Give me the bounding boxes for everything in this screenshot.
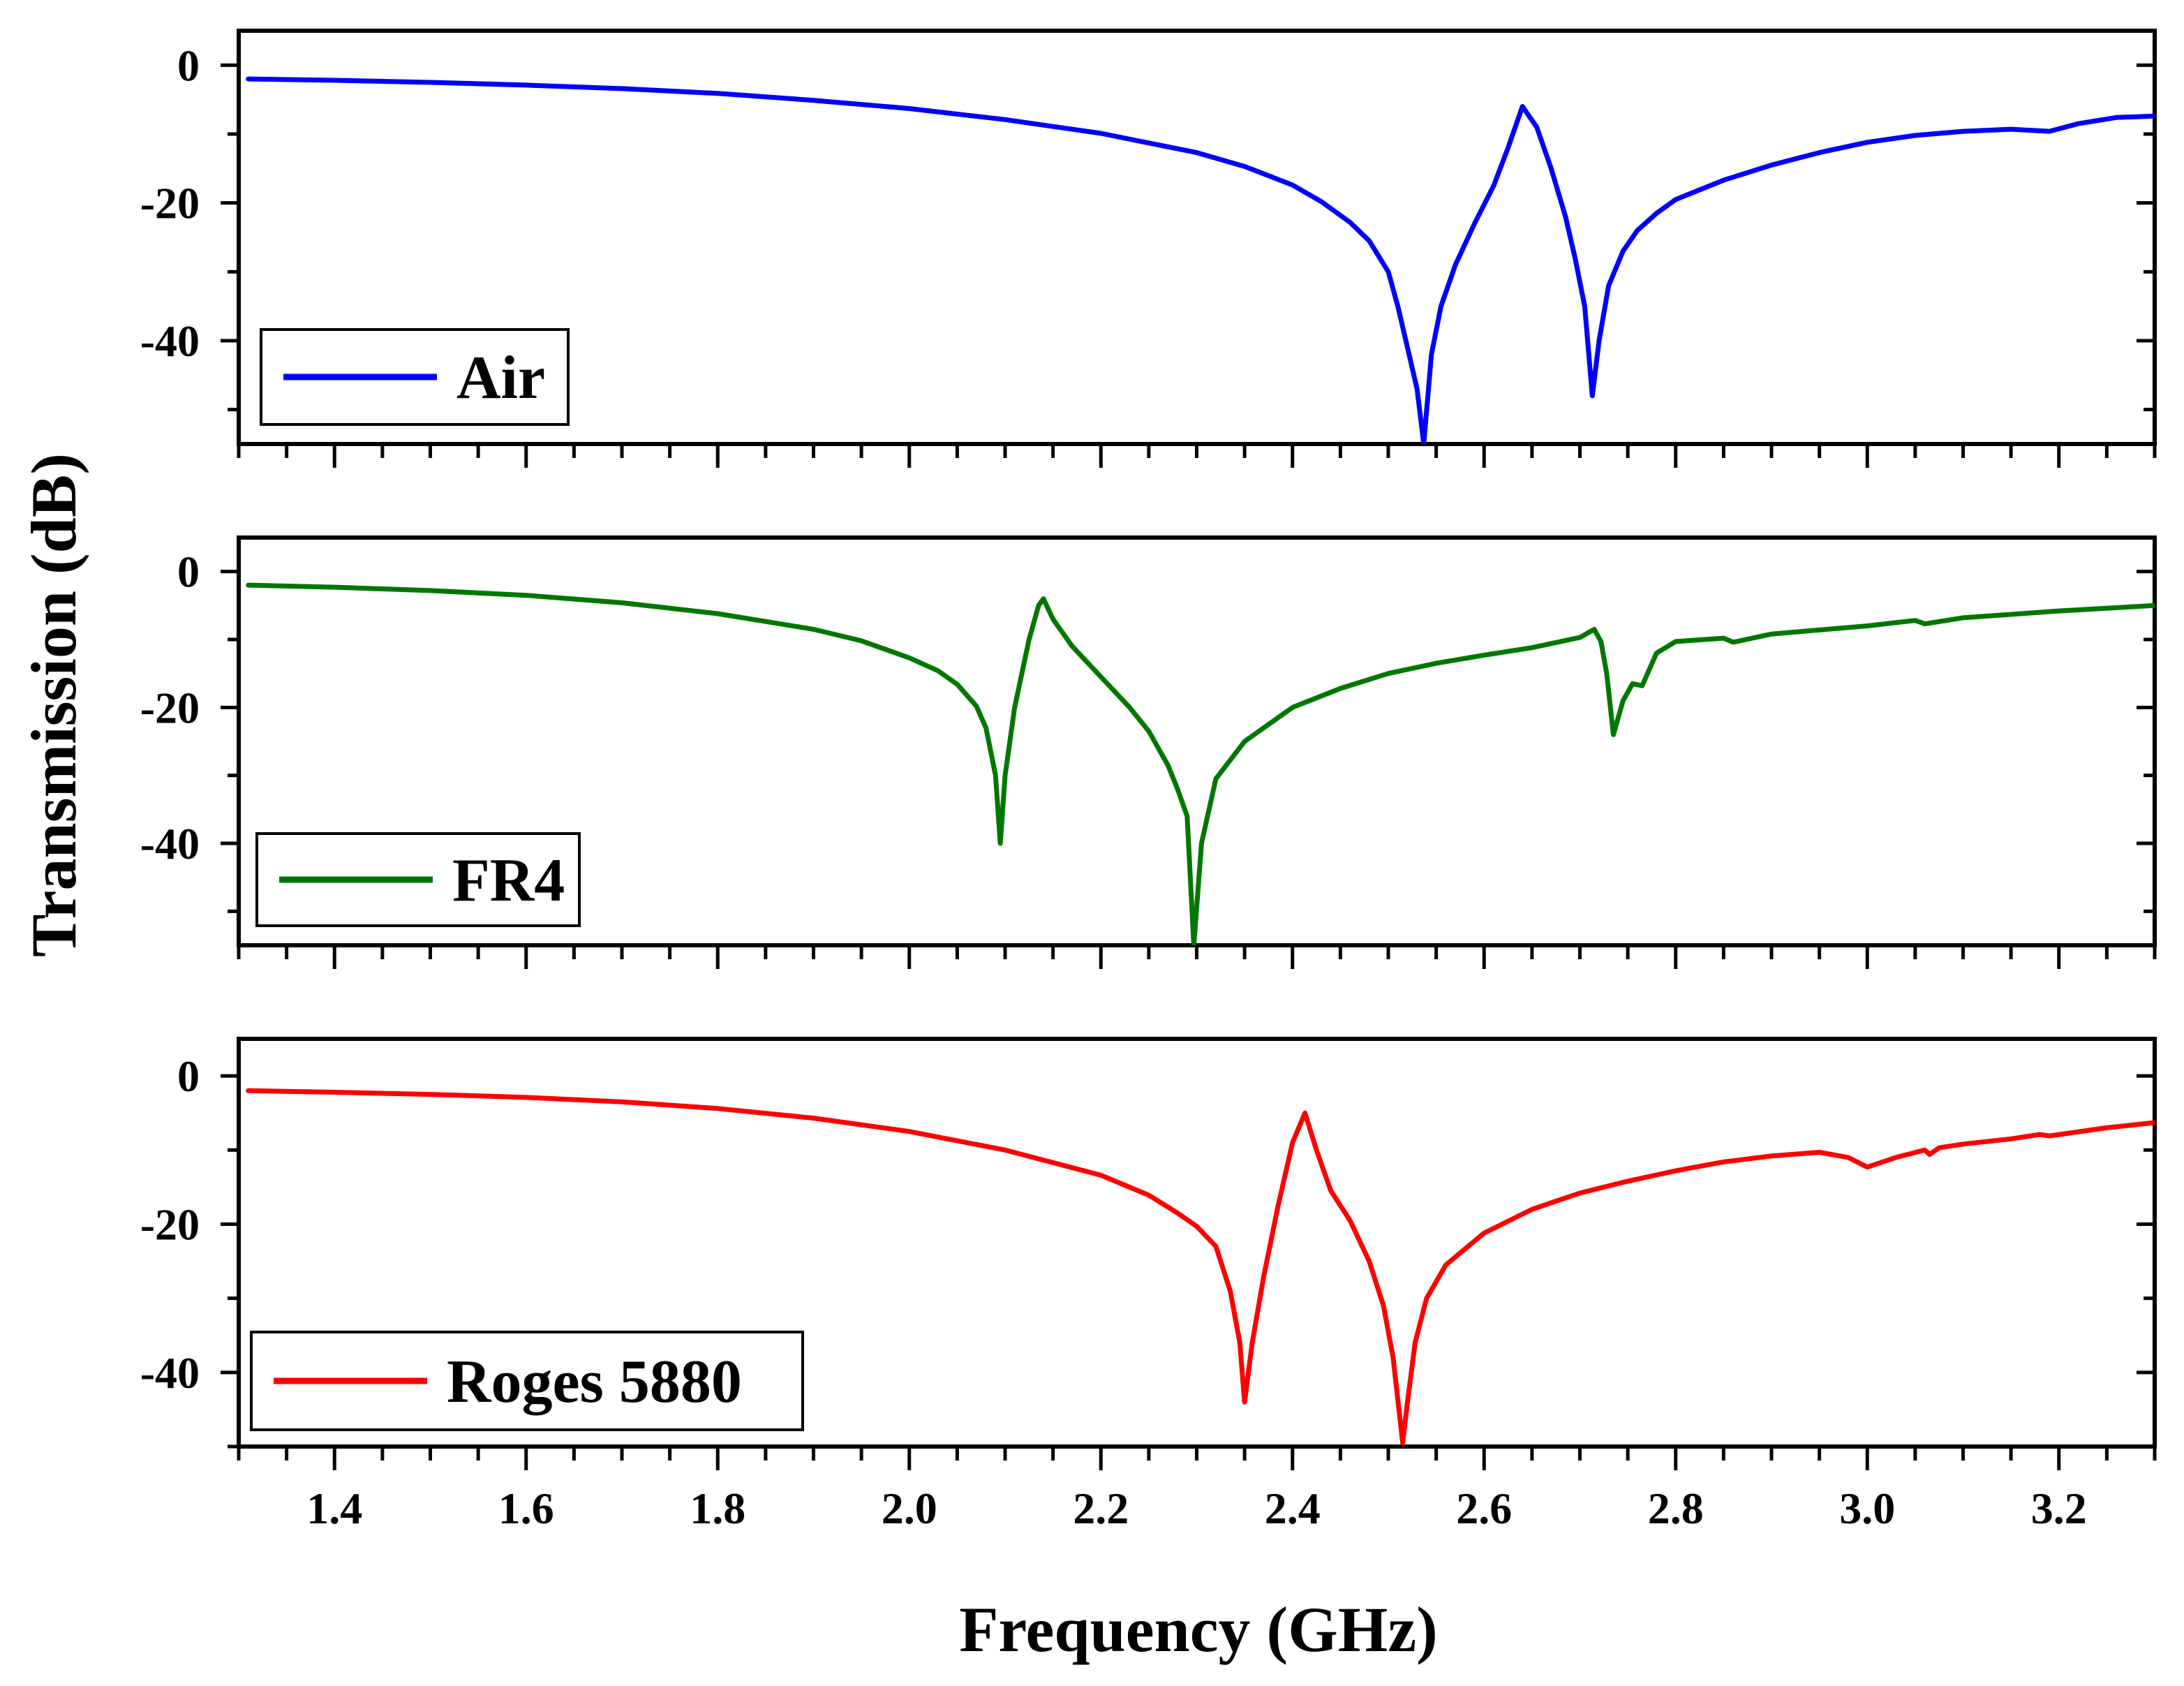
y-tick-label: -40 [140,819,200,868]
x-tick-label: 1.6 [498,1484,554,1533]
series-line-fr4 [246,582,2155,945]
legend: Roges 5880 [250,1331,804,1431]
x-tick-label: 3.2 [2031,1484,2087,1533]
panel-3: 0 -20 -40 1.4 1.6 1.8 2.0 2.2 2.4 2.6 2.8 3.0 3.2 Rog… [140,1037,2157,1533]
legend-label: Air [456,344,545,412]
y-tick-label: -20 [140,683,200,732]
x-tick-label: 2.8 [1648,1484,1704,1533]
y-tick-label: 0 [177,1051,200,1101]
x-tick-label: 2.6 [1456,1484,1512,1533]
series-line-roges-5880 [246,1088,2155,1446]
x-tick-label: 1.4 [306,1484,362,1533]
y-axis-title: Transmission (dB) [18,453,89,957]
legend: Air [260,328,570,426]
legend: FR4 [255,832,581,927]
y-tick-label: -20 [140,1199,200,1249]
legend-box [250,1331,804,1431]
y-tick-label: -40 [140,1348,200,1398]
x-tick-label: 2.0 [882,1484,937,1533]
x-tick-label: 2.2 [1073,1484,1129,1533]
y-tick-label: 0 [177,40,200,90]
y-tick-label: 0 [177,547,200,597]
x-axis-title: Frequency (GHz) [959,1594,1438,1665]
legend-label: Roges 5880 [447,1348,742,1416]
x-tick-label: 2.4 [1265,1484,1321,1533]
x-tick-label: 1.8 [690,1484,745,1533]
x-tick-label: 3.0 [1839,1484,1895,1533]
series-line-air [246,76,2155,444]
panel-2: 0 -20 -40 FR4 [140,535,2157,969]
panel-1: 0 -20 -40 Air [140,29,2157,468]
y-tick-label: -20 [140,179,200,228]
legend-label: FR4 [452,847,565,915]
y-tick-label: -40 [140,316,200,366]
